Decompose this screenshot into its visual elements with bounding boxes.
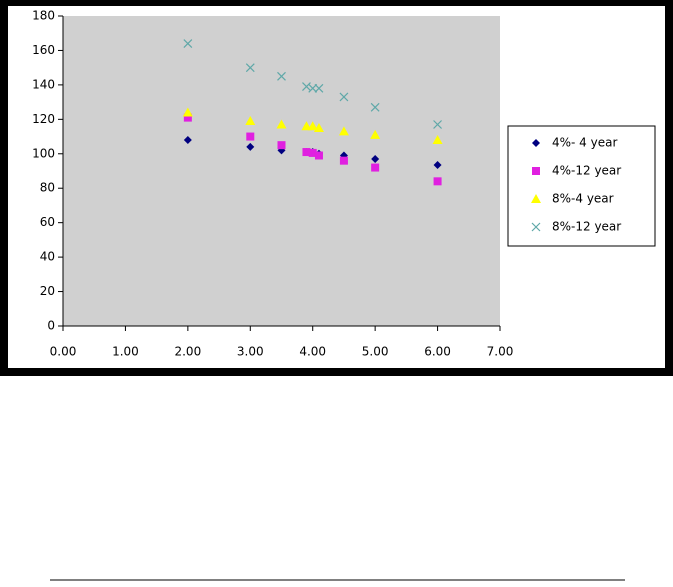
data-point: [302, 148, 311, 157]
x-tick-label: 4.00: [299, 345, 326, 359]
legend-marker: [531, 194, 541, 203]
y-tick-label: 100: [32, 146, 55, 160]
y-tick-label: 0: [47, 319, 55, 333]
data-point: [313, 122, 324, 132]
data-point: [277, 71, 286, 81]
y-tick-label: 20: [40, 284, 55, 298]
legend-marker: [532, 167, 540, 175]
x-tick-label: 6.00: [424, 345, 451, 359]
legend-marker: [532, 139, 540, 147]
data-point: [246, 132, 255, 141]
data-point: [433, 120, 442, 129]
data-point: [314, 83, 324, 93]
data-point: [432, 135, 443, 144]
x-tick-label: 7.00: [487, 345, 514, 359]
data-point: [245, 63, 255, 73]
data-point: [370, 102, 380, 112]
x-tick-label: 0.00: [50, 345, 77, 359]
data-point: [339, 156, 348, 165]
data-point: [245, 116, 256, 126]
legend-marker: [531, 222, 541, 232]
data-point: [246, 142, 255, 151]
data-point: [339, 92, 349, 102]
data-point: [308, 148, 317, 157]
y-tick-label: 80: [40, 181, 55, 195]
data-point: [183, 136, 192, 144]
legend-label: 8%-4 year: [552, 192, 614, 206]
data-point: [307, 121, 318, 131]
data-point: [182, 107, 193, 117]
x-tick-label: 1.00: [112, 345, 139, 359]
y-tick-label: 60: [40, 215, 55, 229]
y-tick-label: 40: [40, 250, 55, 264]
data-point: [314, 151, 323, 160]
data-point: [183, 113, 192, 122]
data-point: [371, 163, 380, 172]
x-tick-label: 3.00: [237, 345, 264, 359]
legend-label: 8%-12 year: [552, 220, 621, 234]
x-tick-label: 5.00: [362, 345, 389, 359]
y-tick-label: 160: [32, 43, 55, 57]
data-point: [370, 129, 381, 139]
data-point: [277, 141, 286, 150]
legend-label: 4%-12 year: [552, 164, 621, 178]
legend-box: [507, 125, 656, 247]
legend-label: 4%- 4 year: [552, 136, 617, 150]
y-tick-label: 180: [32, 9, 55, 23]
data-point: [433, 160, 442, 169]
plot: 0 20 40 60 80 100 120 140 160 180 0.00 1.00 2.00 3.00…: [32, 9, 656, 359]
data-point: [371, 154, 380, 163]
y-tick-label: 120: [32, 112, 55, 126]
y-tick-label: 140: [32, 77, 55, 91]
data-point: [276, 119, 287, 129]
data-point: [183, 39, 193, 48]
data-point: [308, 83, 318, 93]
data-point: [433, 177, 442, 186]
plot-area: [63, 16, 500, 326]
x-tick-label: 2.00: [174, 345, 201, 359]
data-point: [338, 126, 349, 136]
